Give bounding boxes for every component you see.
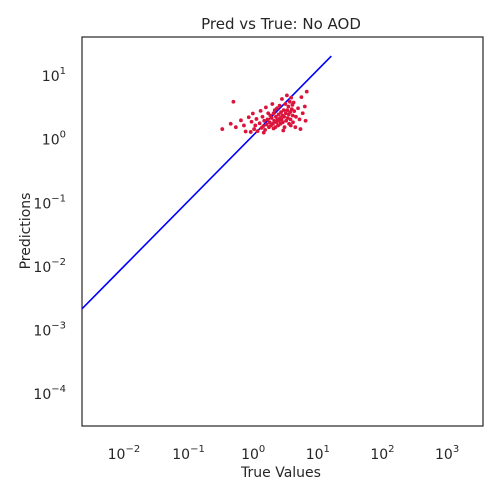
scatter-point [298,127,303,131]
plot-frame [81,36,484,427]
scatter-point [275,106,279,111]
x-tick-label: 10−2 [108,444,141,463]
scatter-point [255,129,260,133]
y-tick-label: 10−3 [33,320,66,339]
scatter-point [280,120,285,125]
scatter-point [248,130,253,134]
x-tick-label: 103 [435,444,459,463]
scatter-point [262,118,267,123]
scatter-point [279,110,283,115]
y-tick-label: 10−4 [33,384,66,403]
x-tick-label: 102 [370,444,394,463]
scatter-point [253,123,258,128]
scatter-point [297,117,302,122]
scatter-point [291,120,295,125]
scatter-point [220,127,225,131]
scatter-point [288,123,293,128]
scatter-point [287,99,292,104]
scatter-point [239,118,243,123]
scatter-point [303,118,308,123]
scatter-point [250,111,255,116]
scatter-point [290,113,295,118]
scatter-point [293,125,298,130]
scatter-point [286,104,291,109]
x-axis-ticks: 10−2 10−1 100 101 102 103 [108,444,460,463]
y-tick-label: 10−1 [33,193,66,212]
y-tick-label: 101 [42,66,66,85]
scatter-point [257,121,262,126]
scatter-point [282,125,287,130]
scatter-point [260,114,265,119]
scatter-point [276,112,281,117]
scatter-point [252,127,257,131]
scatter-point [233,125,238,130]
x-tick-label: 10−1 [172,444,205,463]
scatter-point [249,119,254,124]
scatter-point [281,108,286,113]
scatter-point [246,115,251,120]
scatter-point [288,117,293,122]
scatter-point [271,111,276,116]
scatter-point [294,114,298,119]
scatter-point [283,102,288,106]
plot-area [81,36,484,427]
scatter-point [254,117,259,121]
x-tick-label: 101 [306,444,330,463]
x-axis-label: True Values [240,465,321,481]
scatter-point [292,109,297,114]
y-axis-label: Predictions [18,193,34,270]
y-tick-label: 10−2 [33,257,66,276]
scatter-point [283,111,288,116]
chart-title: Pred vs True: No AOD [201,15,361,33]
scatter-point [279,117,284,122]
scatter-point [285,93,289,98]
scatter-point [269,116,274,120]
scatter-point [271,121,275,126]
scatter-point [281,128,286,133]
scatter-point [291,100,296,105]
scatter-point [282,114,287,119]
scatter-point [271,126,276,131]
scatter-point [296,106,300,111]
scatter-point [280,97,284,101]
scatter-point [302,104,307,109]
scatter-point [242,123,246,128]
scatter-point [261,130,266,135]
scatter-point [299,95,304,100]
scatter-point [304,89,309,94]
y-tick-label: 100 [42,130,66,149]
scatter-point [285,108,290,113]
scatter-point [288,110,293,115]
scatter-point [231,99,236,104]
scatter-point [261,124,266,129]
scatter-point [300,111,305,116]
points-layer [220,89,309,135]
scatter-point [263,105,268,110]
scatter-point [264,122,269,127]
y-axis-ticks: 10−4 10−3 10−2 10−1 100 101 [33,66,66,403]
scatter-point [270,102,275,106]
x-tick-label: 100 [241,444,265,463]
scatter-point [289,95,294,100]
scatter-point [267,120,272,125]
scatter-point [258,108,263,113]
scatter-point [228,121,233,126]
scatter-point [243,129,248,134]
scatter-point [277,103,282,108]
scatter-point [265,117,270,122]
